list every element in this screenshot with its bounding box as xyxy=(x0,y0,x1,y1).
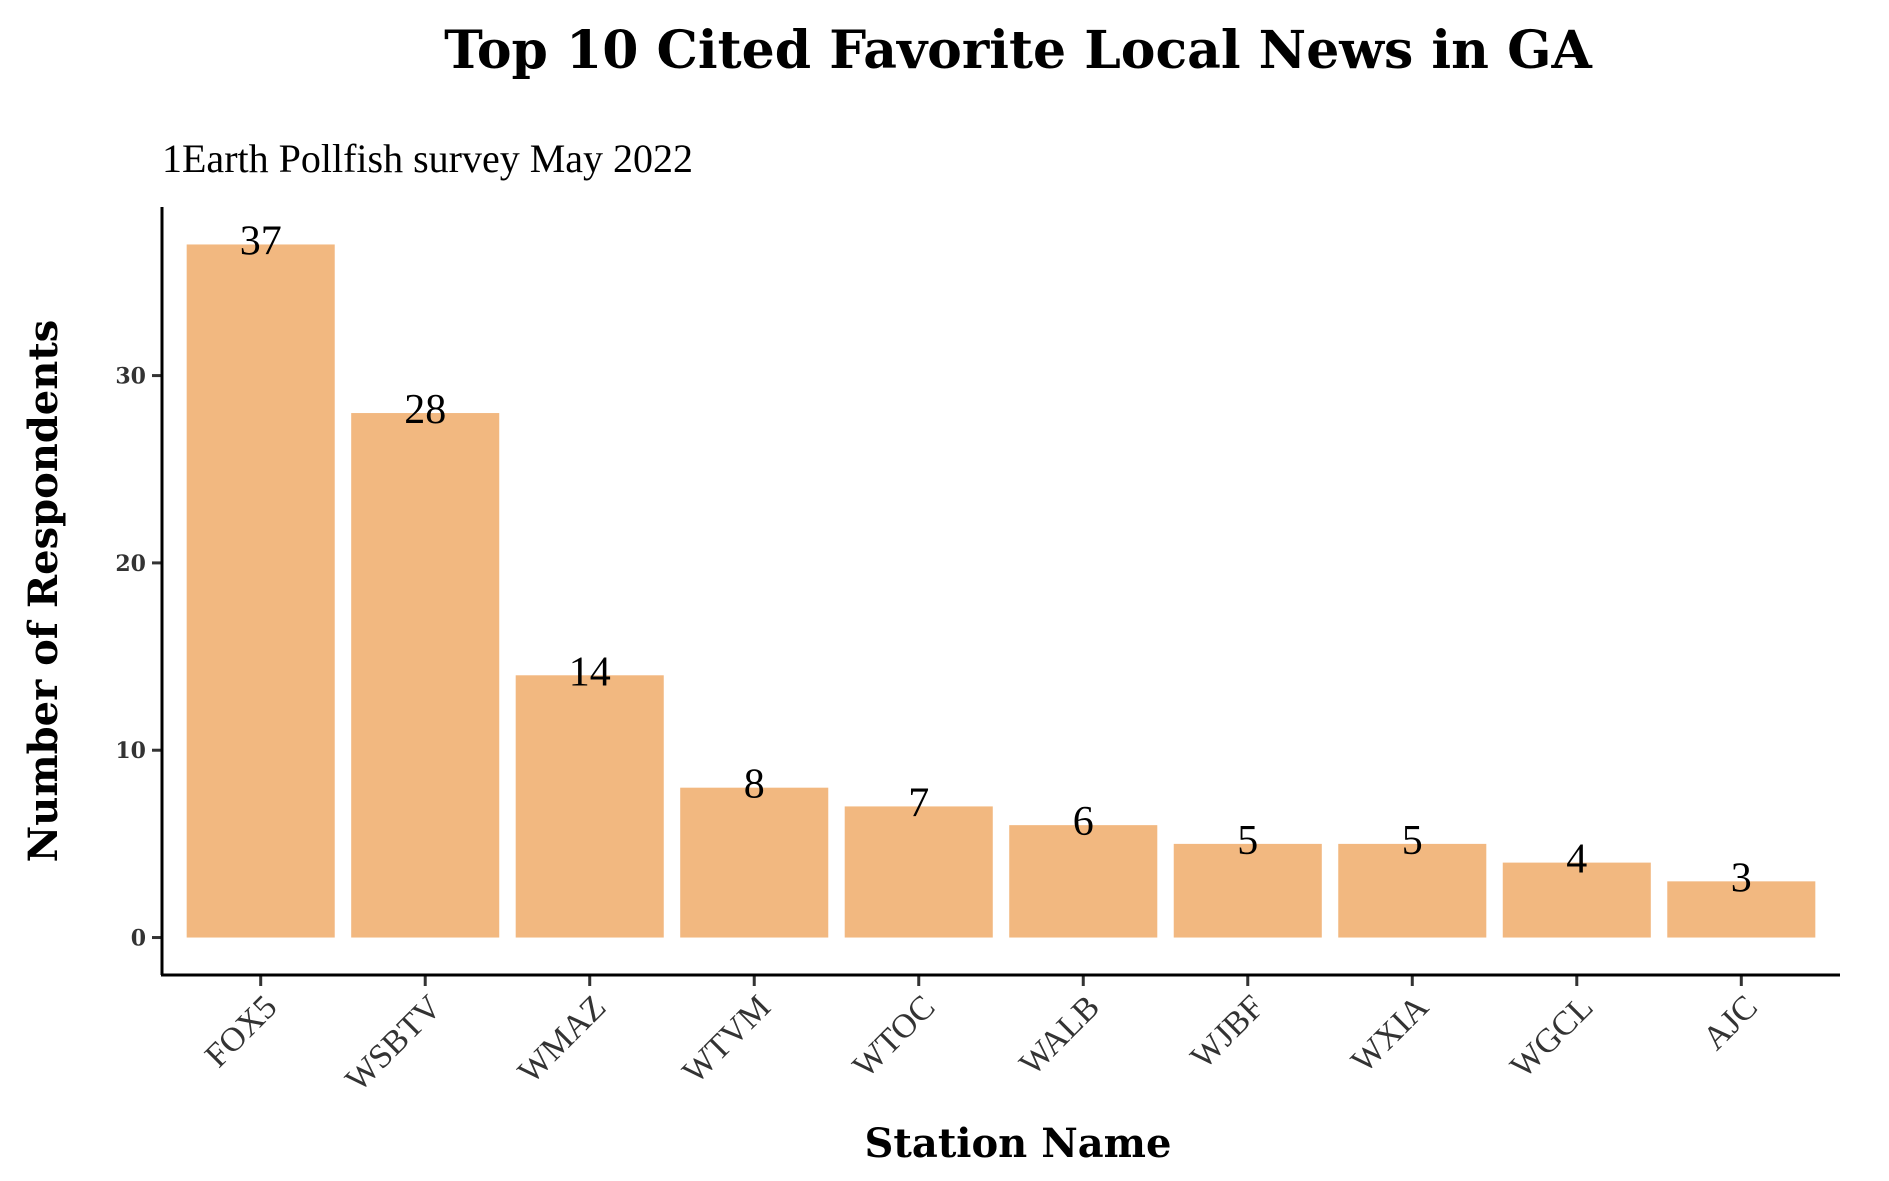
plot-area: 0 10 20 30 37 FOX5 28 WSBTV 14 WMAZ 8 WTVM 7 WTOC 6 WAL… xyxy=(115,218,1816,1099)
bar-wtoc xyxy=(844,806,993,938)
data-label: 7 xyxy=(908,780,929,826)
data-label: 5 xyxy=(1237,818,1258,864)
x-tick-label: AJC xyxy=(1696,988,1765,1057)
data-label: 6 xyxy=(1073,799,1094,845)
x-tick-label: WTOC xyxy=(846,988,943,1085)
bar-wsbtv xyxy=(351,413,500,938)
bar-wjbf xyxy=(1173,843,1322,938)
data-label: 5 xyxy=(1402,818,1423,864)
x-tick-label: WMAZ xyxy=(511,988,613,1090)
data-label: 14 xyxy=(569,649,611,695)
data-label: 4 xyxy=(1566,837,1587,883)
data-label: 3 xyxy=(1731,855,1752,901)
bar-wgcl xyxy=(1502,862,1651,938)
bar-wxia xyxy=(1338,843,1487,938)
y-tick-label: 0 xyxy=(131,926,146,952)
x-tick-label: WSBTV xyxy=(339,988,450,1099)
chart-subtitle: 1Earth Pollfish survey May 2022 xyxy=(162,136,693,181)
y-tick-label: 30 xyxy=(115,364,146,390)
y-tick-label: 10 xyxy=(115,738,146,764)
bar-walb xyxy=(1009,825,1158,938)
bar-fox5 xyxy=(186,244,335,938)
y-axis-title: Number of Respondents xyxy=(20,320,67,863)
x-axis-title: Station Name xyxy=(865,1120,1172,1167)
data-label: 37 xyxy=(240,218,282,264)
x-tick-label: FOX5 xyxy=(198,988,284,1074)
bar-wtvm xyxy=(680,787,829,938)
x-tick-label: WALB xyxy=(1013,988,1107,1082)
bar-wmaz xyxy=(515,675,664,938)
x-tick-label: WTVM xyxy=(676,988,778,1090)
x-tick-label: WGCL xyxy=(1504,988,1601,1085)
y-tick-label: 20 xyxy=(115,551,146,577)
bar-ajc xyxy=(1667,881,1816,938)
chart-title: Top 10 Cited Favorite Local News in GA xyxy=(444,20,1592,81)
data-label: 8 xyxy=(744,762,765,808)
data-label: 28 xyxy=(404,387,446,433)
x-tick-label: WXIA xyxy=(1344,988,1436,1080)
x-tick-label: WJBF xyxy=(1184,988,1272,1076)
